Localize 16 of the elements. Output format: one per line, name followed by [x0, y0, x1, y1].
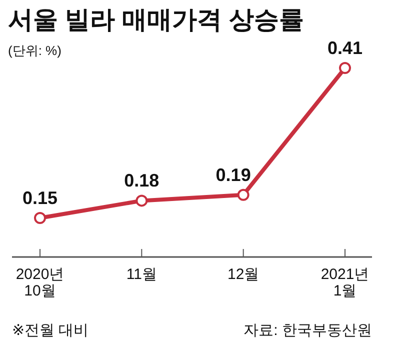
text: 자료: 한국부동산원 — [244, 322, 372, 339]
x-tick-label: 2020년 10월 — [16, 266, 64, 300]
point — [34, 212, 46, 224]
text: ※전월 대비 — [12, 322, 89, 339]
chart-title: 서울 빌라 매매가격 상승률 — [8, 6, 304, 34]
data-label: 0.41 — [327, 38, 363, 58]
point — [339, 62, 351, 74]
point — [136, 194, 148, 207]
x-tick-label: 2021년 1월 — [320, 266, 370, 300]
x-tick-label: 12월 — [227, 266, 260, 283]
point — [237, 188, 250, 201]
data-label: 0.19 — [216, 164, 251, 185]
x-tick-label: 11월 — [126, 266, 157, 283]
data-label: 0.18 — [124, 170, 160, 191]
chart-subtitle: (단위: %) — [8, 43, 62, 58]
data-label: 0.15 — [22, 188, 58, 208]
